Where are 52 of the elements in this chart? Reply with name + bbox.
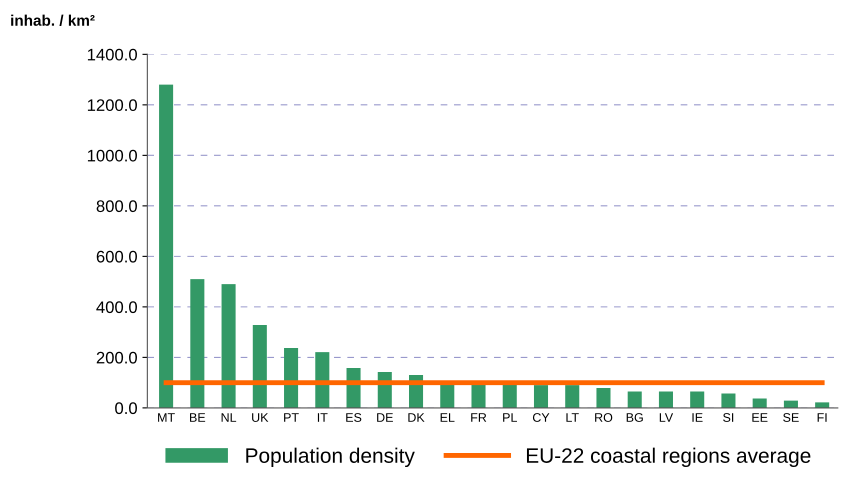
bar: [690, 391, 704, 408]
y-tick-label: 800.0: [96, 200, 137, 212]
y-tick-label: 1400.0: [88, 48, 137, 61]
bar: [565, 385, 580, 408]
bar: [628, 391, 642, 408]
y-tick-label: 1200.0: [88, 99, 137, 112]
x-tick-label: EE: [752, 413, 768, 422]
x-tick-label: SE: [783, 413, 799, 422]
bar: [534, 385, 548, 408]
bar: [222, 284, 236, 408]
x-tick-label: EL: [440, 413, 454, 422]
x-tick-label: FI: [818, 413, 827, 422]
bar: [784, 400, 798, 408]
y-tick-label: 0.0: [115, 402, 137, 414]
bar: [440, 384, 454, 408]
bar: [252, 325, 267, 408]
y-tick-label: 200.0: [96, 352, 137, 364]
x-tick-label: LT: [566, 413, 579, 422]
bar: [815, 402, 830, 408]
bar: [471, 384, 486, 408]
bar: [596, 388, 611, 408]
x-tick-label: UK: [252, 413, 268, 422]
legend-label: EU-22 coastal regions average: [526, 448, 810, 468]
bar: [315, 352, 330, 408]
x-tick-label: MT: [158, 413, 175, 422]
y-tick-label: 600.0: [96, 250, 137, 263]
bar: [721, 393, 736, 408]
y-tick-label: 1000.0: [88, 150, 137, 162]
bar: [190, 279, 204, 408]
bar: [502, 384, 517, 408]
legend-label: Population density: [246, 448, 415, 468]
x-tick-label: PL: [503, 413, 517, 422]
y-axis-title: inhab. / km²: [11, 14, 95, 26]
x-tick-label: IT: [318, 413, 328, 422]
bar: [658, 391, 673, 408]
x-tick-label: PT: [284, 413, 299, 422]
bar: [159, 84, 174, 408]
x-tick-label: NL: [222, 413, 236, 422]
x-tick-label: FR: [471, 413, 486, 422]
bar: [284, 348, 298, 408]
x-tick-label: LV: [660, 413, 674, 422]
x-tick-label: DE: [377, 413, 393, 422]
bar: [752, 398, 767, 408]
x-tick-label: IE: [692, 413, 703, 422]
x-tick-label: DK: [408, 413, 425, 422]
x-tick-label: SI: [723, 413, 734, 422]
x-tick-label: CY: [532, 413, 550, 422]
x-tick-label: BE: [190, 413, 206, 422]
x-tick-label: RO: [595, 413, 612, 422]
x-tick-label: ES: [346, 413, 362, 422]
y-tick-label: 400.0: [96, 301, 137, 314]
x-tick-label: BG: [626, 413, 643, 422]
